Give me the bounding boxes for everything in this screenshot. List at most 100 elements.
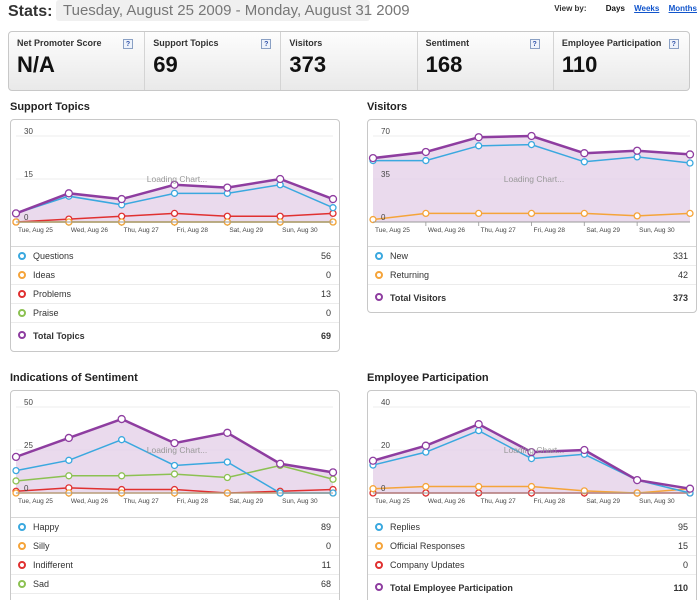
legend-label: Total Employee Participation — [390, 583, 513, 593]
y-tick-label: 0 — [381, 213, 386, 222]
help-icon[interactable]: ? — [261, 39, 272, 49]
metric-value: 110 — [561, 52, 598, 77]
legend-row-indifferent[interactable]: Indifferent 11 — [11, 556, 339, 575]
data-point — [474, 420, 483, 429]
total-area — [16, 419, 333, 493]
legend-value: 0 — [325, 541, 331, 551]
legend-row-total-topics[interactable]: Total Topics 69 — [11, 323, 339, 346]
legend-row-praise[interactable]: Praise 0 — [11, 304, 339, 323]
legend-row-new[interactable]: New 331 — [368, 247, 696, 266]
company-updates-series-icon — [375, 561, 383, 569]
legend-label: Questions — [33, 251, 74, 261]
data-point — [475, 482, 483, 491]
legend-label: Silly — [33, 541, 50, 551]
x-tick-label: Sun, Aug 30 — [282, 227, 318, 234]
data-point — [12, 477, 20, 485]
data-point — [527, 448, 536, 457]
legend-row-official-responses[interactable]: Official Responses 15 — [368, 537, 696, 556]
date-range-display[interactable]: Tuesday, August 25 2009 - Monday, August… — [56, 0, 410, 21]
legend-row-total-employee-participation[interactable]: Total Employee Participation 110 — [368, 575, 696, 598]
x-tick-label: Thu, Aug 27 — [124, 227, 159, 234]
legend-row-questions[interactable]: Questions 56 — [11, 247, 339, 266]
legend-row-total-visitors[interactable]: Total Visitors 373 — [368, 285, 696, 308]
employee-participation-title: Employee Participation — [367, 372, 489, 384]
legend-value: 11 — [321, 560, 331, 570]
view-weeks-link[interactable]: Weeks — [634, 4, 660, 13]
metric-label: Sentiment — [425, 38, 470, 48]
x-tick-label: Sat, Aug 29 — [229, 498, 263, 505]
legend-label: Sad — [33, 579, 50, 589]
data-point — [118, 472, 126, 480]
data-point — [633, 475, 642, 485]
legend-row-sad[interactable]: Sad 68 — [11, 575, 339, 594]
view-by-selector: View by: Days Weeks Months — [554, 4, 697, 13]
x-tick-label: Wed, Aug 26 — [428, 227, 465, 234]
y-tick-label: 15 — [24, 170, 33, 179]
data-point — [223, 183, 232, 192]
sentiment-legend: Happy 89 Silly 0 Indifferent 11 Sad 68 — [11, 517, 339, 594]
employee-participation-chart: Tue, Aug 25 Wed, Aug 26 Thu, Aug 27 Fri, Au… — [368, 398, 695, 505]
legend-value: 89 — [320, 522, 331, 532]
support-topics-title: Support Topics — [10, 101, 90, 113]
legend-row-problems[interactable]: Problems 13 — [11, 285, 339, 304]
data-point — [11, 209, 21, 218]
legend-label: Indifferent — [33, 560, 73, 570]
legend-row-replies[interactable]: Replies 95 — [368, 518, 696, 537]
data-point — [170, 180, 179, 189]
view-days-option[interactable]: Days — [605, 4, 625, 13]
sentiment-panel: Tue, Aug 25 Wed, Aug 26 Thu, Aug 27 Fri, Au… — [10, 390, 340, 600]
data-point — [421, 147, 430, 157]
loading-chart-text: Loading Chart... — [147, 174, 207, 184]
data-point — [633, 146, 642, 155]
data-point — [64, 433, 73, 443]
x-tick-label: Sun, Aug 30 — [282, 498, 318, 505]
total-series-icon — [375, 293, 383, 301]
data-point — [474, 133, 483, 142]
x-tick-label: Tue, Aug 25 — [375, 498, 410, 505]
data-point — [368, 456, 378, 465]
y-tick-label: 0 — [24, 213, 29, 222]
visitors-legend: New 331 Returning 42 Total Visitors 373 — [368, 246, 696, 308]
stats-header: Stats: Tuesday, August 25 2009 - Monday,… — [0, 0, 697, 26]
metric-label: Visitors — [289, 38, 323, 48]
x-tick-label: Wed, Aug 26 — [71, 227, 108, 234]
metric-net-promoter-score: Net Promoter Score N/A ? — [9, 32, 146, 90]
data-point — [369, 215, 377, 224]
x-tick-label: Fri, Aug 28 — [534, 498, 566, 505]
data-point — [369, 485, 377, 493]
data-point — [170, 438, 179, 448]
legend-row-silly[interactable]: Silly 0 — [11, 537, 339, 556]
data-point — [223, 458, 231, 466]
data-point — [580, 487, 588, 495]
metric-visitors: Visitors 373 — [281, 32, 418, 90]
legend-row-company-updates[interactable]: Company Updates 0 — [368, 556, 696, 575]
legend-label: Praise — [33, 308, 59, 318]
legend-value: 56 — [320, 251, 331, 261]
legend-row-ideas[interactable]: Ideas 0 — [11, 266, 339, 285]
metric-label: Support Topics — [153, 38, 219, 48]
data-point — [170, 189, 179, 197]
help-icon[interactable]: ? — [529, 39, 540, 49]
legend-row-happy[interactable]: Happy 89 — [11, 518, 339, 537]
loading-chart-text: Loading Chart... — [147, 445, 207, 455]
y-tick-label: 40 — [381, 398, 390, 407]
legend-value: 68 — [320, 579, 331, 589]
legend-label: New — [390, 251, 409, 261]
data-point — [422, 209, 430, 218]
x-tick-label: Sat, Aug 29 — [229, 227, 263, 234]
help-icon[interactable]: ? — [123, 39, 133, 49]
data-point — [328, 194, 338, 204]
problems-series-icon — [18, 290, 26, 298]
legend-value: 13 — [320, 289, 331, 299]
data-point — [12, 466, 20, 475]
help-icon[interactable]: ? — [668, 39, 679, 49]
data-point — [170, 461, 179, 470]
legend-value: 69 — [320, 331, 331, 341]
legend-row-returning[interactable]: Returning 42 — [368, 266, 696, 285]
data-point — [421, 441, 430, 450]
metric-value: 69 — [153, 52, 178, 77]
data-point — [170, 209, 179, 218]
y-tick-label: 0 — [381, 484, 386, 493]
metric-employee-participation: Employee Participation 110 ? — [554, 32, 689, 90]
view-months-link[interactable]: Months — [668, 4, 697, 13]
